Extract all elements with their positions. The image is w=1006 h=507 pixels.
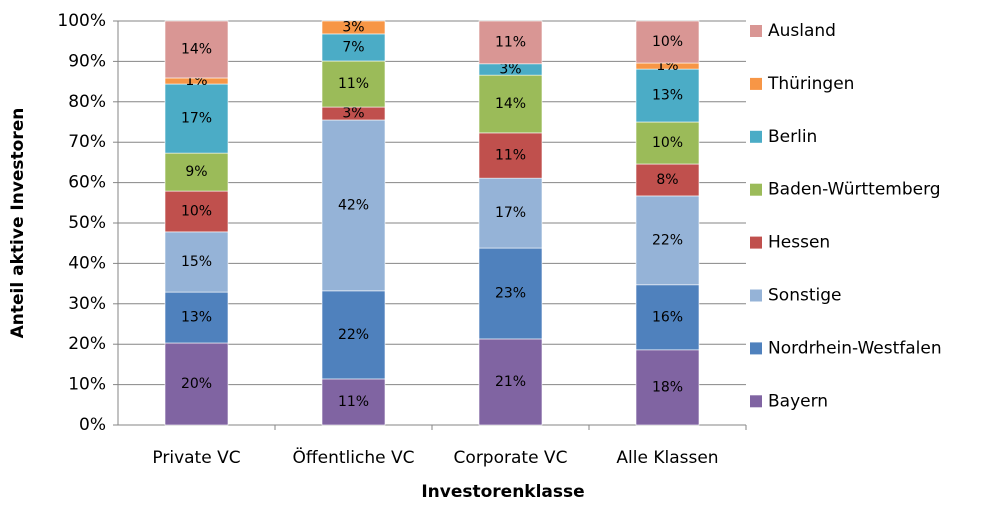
data-label: 21% — [495, 374, 526, 390]
data-label: 3% — [342, 106, 364, 122]
bar-segment — [635, 284, 700, 351]
legend-swatch — [750, 395, 762, 408]
bar-segment — [478, 20, 543, 65]
data-label: 11% — [495, 34, 526, 50]
x-tick-label: Corporate VC — [454, 448, 568, 468]
data-label: 7% — [342, 39, 364, 55]
legend-label: Nordrhein-Westfalen — [768, 338, 942, 358]
y-axis-title: Anteil aktive Investoren — [8, 108, 28, 339]
bar-segment — [164, 231, 229, 293]
bar-segment — [478, 177, 543, 249]
bar-segment — [478, 247, 543, 340]
data-label: 11% — [338, 394, 369, 410]
legend-swatch — [750, 130, 762, 143]
bar-segment — [164, 152, 229, 192]
x-tick-label: Alle Klassen — [616, 448, 718, 468]
data-label: 14% — [181, 41, 212, 57]
x-axis-title: Investorenklasse — [421, 482, 584, 502]
y-tick-label: 40% — [68, 253, 106, 273]
y-tick-label: 30% — [68, 294, 106, 314]
data-label: 20% — [181, 376, 212, 392]
y-tick-label: 100% — [57, 11, 106, 31]
data-label: 42% — [338, 197, 369, 213]
bar-segment — [478, 338, 543, 426]
bar-segment — [164, 291, 229, 344]
legend-swatch — [750, 342, 762, 355]
legend-swatch — [750, 289, 762, 302]
bar-segment — [635, 121, 700, 165]
y-tick-label: 50% — [68, 213, 106, 233]
data-label: 22% — [652, 232, 683, 248]
y-tick-label: 70% — [68, 132, 106, 152]
bar-segment — [635, 195, 700, 286]
bar-segment — [321, 20, 386, 35]
legend-swatch — [750, 77, 762, 90]
legend-label: Hessen — [768, 233, 830, 253]
data-label: 3% — [499, 61, 521, 77]
data-label: 11% — [338, 76, 369, 92]
legend-label: Sonstige — [768, 286, 841, 306]
data-label: 15% — [181, 254, 212, 270]
data-label: 8% — [656, 172, 678, 188]
bar-segment — [164, 20, 229, 79]
y-tick-label: 90% — [68, 51, 106, 71]
data-label: 10% — [652, 135, 683, 151]
y-tick-label: 10% — [68, 375, 106, 395]
legend-swatch — [750, 236, 762, 249]
legend-label: Thüringen — [767, 74, 854, 94]
data-label: 18% — [652, 379, 683, 395]
y-tick-label: 0% — [79, 415, 106, 435]
bar-segment — [635, 20, 700, 64]
data-label: 9% — [185, 164, 207, 180]
data-label: 14% — [495, 96, 526, 112]
legend-swatch — [750, 25, 762, 37]
legend-label: Berlin — [768, 127, 817, 147]
data-label: 17% — [495, 205, 526, 221]
y-tick-label: 80% — [68, 92, 106, 112]
data-label: 17% — [181, 111, 212, 127]
bar-segment — [635, 163, 700, 197]
bar-segment — [478, 132, 543, 179]
bar-segment — [321, 33, 386, 62]
bar-segment — [321, 290, 386, 380]
data-label: 23% — [495, 285, 526, 301]
data-label: 3% — [342, 19, 364, 35]
data-label: 13% — [181, 310, 212, 326]
x-tick-label: Öffentliche VC — [293, 446, 415, 468]
legend-label: Bayern — [768, 391, 828, 411]
data-label: 11% — [495, 148, 526, 164]
bar-segment — [321, 119, 386, 292]
legend-swatch — [750, 183, 762, 196]
legend-label: Baden-Württemberg — [768, 180, 941, 200]
bar-segment — [321, 378, 386, 426]
bar-segment — [635, 68, 700, 123]
bar-segment — [321, 60, 386, 108]
y-tick-label: 60% — [68, 173, 106, 193]
data-label: 10% — [181, 203, 212, 219]
bar-segment — [635, 349, 700, 426]
bar-segment — [164, 190, 229, 233]
data-label: 22% — [338, 327, 369, 343]
data-label: 10% — [652, 34, 683, 50]
data-label: 16% — [652, 309, 683, 325]
data-label: 13% — [652, 88, 683, 104]
legend-label: Ausland — [768, 21, 836, 41]
y-tick-label: 20% — [68, 334, 106, 354]
x-tick-label: Private VC — [152, 448, 240, 468]
